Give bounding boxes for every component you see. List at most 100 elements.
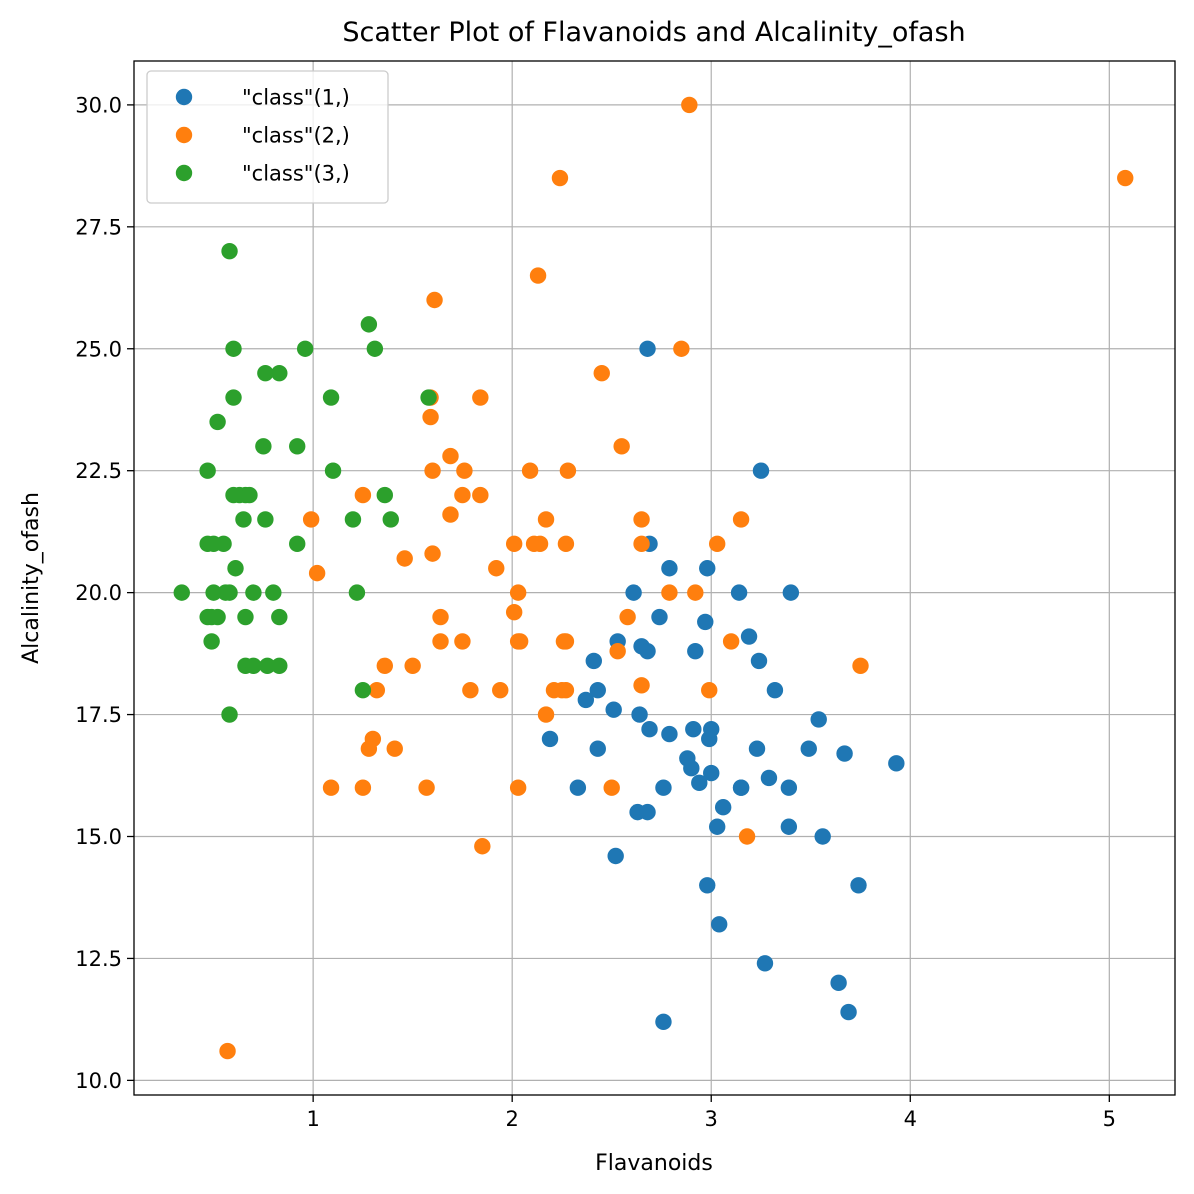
data-point: [404, 657, 421, 674]
plot-frame: [133, 60, 1176, 1096]
data-point: [418, 779, 435, 796]
data-point: [324, 462, 342, 479]
data-point: [205, 584, 222, 601]
data-point: [509, 779, 527, 796]
data-point: [235, 511, 252, 528]
data-point: [308, 564, 326, 582]
data-point: [639, 642, 656, 660]
data-point: [607, 847, 624, 865]
data-point: [426, 291, 443, 309]
data-point: [557, 535, 575, 553]
legend-marker: [175, 126, 193, 144]
data-point: [714, 799, 732, 816]
data-point: [173, 584, 190, 601]
data-point: [462, 681, 479, 699]
data-point: [603, 779, 620, 796]
data-point: [296, 340, 314, 357]
data-point: [852, 657, 869, 674]
x-tick-label: 1: [306, 1107, 319, 1131]
data-point: [639, 340, 656, 357]
data-point: [237, 608, 254, 626]
data-point: [593, 364, 610, 382]
y-tick-label: 30.0: [75, 93, 122, 117]
data-point: [699, 560, 716, 577]
data-point: [557, 681, 575, 699]
chart-title: Scatter Plot of Flavanoids and Alcalinit…: [342, 17, 965, 48]
data-point: [639, 803, 656, 821]
data-point: [199, 462, 216, 479]
data-point: [641, 720, 658, 738]
data-point: [442, 506, 459, 523]
data-point: [888, 755, 905, 772]
data-point: [613, 438, 630, 455]
data-point: [780, 818, 798, 835]
data-point: [752, 462, 770, 479]
data-point: [683, 760, 700, 777]
data-point: [505, 603, 523, 621]
series-2: [219, 96, 1134, 1060]
data-point: [760, 769, 778, 787]
data-point: [633, 677, 650, 694]
data-point: [830, 974, 847, 992]
data-point: [271, 657, 288, 674]
data-point: [529, 267, 547, 284]
y-tick-label: 20.0: [75, 581, 122, 605]
data-point: [738, 828, 756, 845]
axis-ticks: 1 2 3 4 5 10.0 12.5 15.0 17.5 20.0 22.5 25.0 27.5 30.…: [75, 93, 1116, 1131]
data-point: [472, 389, 489, 406]
data-point: [732, 779, 750, 796]
data-point: [344, 511, 362, 528]
data-point: [585, 652, 602, 670]
x-tick-label: 3: [705, 1107, 718, 1131]
data-point: [685, 720, 702, 738]
y-tick-label: 27.5: [75, 215, 122, 239]
data-point: [322, 389, 340, 406]
data-point: [850, 877, 867, 894]
data-point: [354, 681, 372, 699]
data-point: [289, 438, 306, 455]
plot-area: [134, 61, 1175, 1095]
data-point: [651, 608, 668, 626]
data-point: [605, 701, 622, 718]
data-point: [782, 584, 800, 601]
data-point: [265, 584, 282, 601]
data-point: [836, 745, 853, 762]
series-3: [173, 243, 437, 723]
data-point: [221, 243, 238, 260]
legend-marker: [175, 164, 193, 182]
data-point: [354, 486, 372, 504]
data-point: [271, 608, 288, 626]
data-point: [569, 779, 587, 796]
data-point: [537, 706, 555, 723]
y-tick-label: 25.0: [75, 337, 122, 361]
data-point: [531, 535, 549, 553]
x-tick-label: 2: [505, 1107, 518, 1131]
data-point: [625, 584, 642, 601]
data-point: [354, 779, 372, 796]
data-point: [432, 608, 449, 626]
data-point: [730, 584, 748, 601]
data-point: [814, 828, 831, 845]
data-point: [708, 818, 726, 835]
data-point: [376, 486, 393, 504]
data-point: [386, 740, 403, 757]
data-point: [697, 613, 714, 631]
data-point: [655, 1013, 672, 1031]
data-point: [699, 877, 716, 894]
data-point: [474, 838, 491, 855]
grid: [134, 61, 1175, 1095]
data-point: [780, 779, 798, 796]
data-point: [710, 916, 728, 933]
legend: "class"(1,) "class"(2,) "class"(3,): [146, 70, 389, 204]
data-point: [557, 633, 575, 650]
data-point: [442, 447, 459, 465]
data-point: [840, 1003, 857, 1021]
data-point: [241, 486, 258, 504]
data-point: [633, 535, 650, 553]
data-point: [424, 545, 441, 562]
x-tick-label: 4: [904, 1107, 917, 1131]
data-point: [537, 511, 555, 528]
data-point: [360, 316, 378, 333]
data-point: [589, 681, 606, 699]
